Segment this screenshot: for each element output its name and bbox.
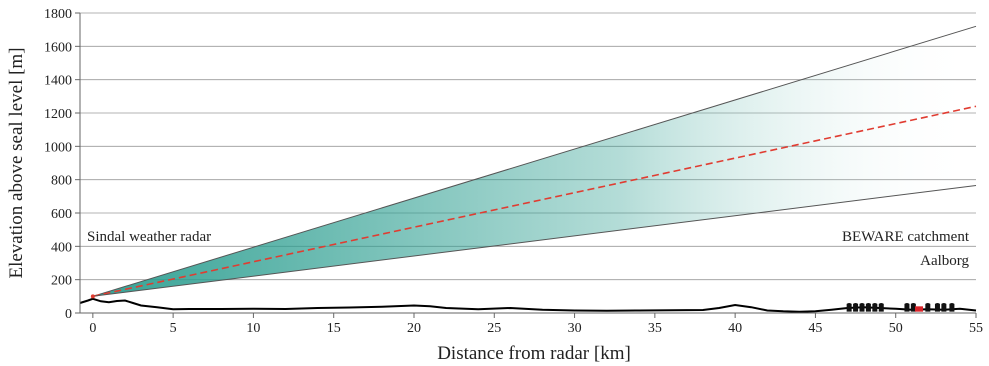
y-tick-label: 1200 — [44, 107, 72, 122]
building-icon — [859, 303, 865, 312]
beam-center-line — [92, 105, 977, 298]
x-tick-label: 35 — [648, 321, 662, 336]
series-layer — [79, 25, 977, 313]
beam-upper-edge-line — [92, 25, 977, 297]
x-tick-label: 50 — [889, 321, 903, 336]
sindal-radar-label: Sindal weather radar — [87, 229, 211, 245]
building-icon — [846, 303, 852, 312]
x-tick-label: 25 — [487, 321, 501, 336]
y-axis-title: Elevation above seal level [m] — [6, 47, 27, 278]
building-icon — [853, 303, 859, 312]
beam-lower-edge-line — [92, 185, 977, 297]
catchment-marker — [914, 306, 924, 312]
x-tick-label: 40 — [728, 321, 742, 336]
x-tick-label: 5 — [170, 321, 177, 336]
building-icon — [904, 303, 910, 312]
aalborg-label: Aalborg — [920, 253, 969, 269]
building-icon — [878, 303, 884, 312]
y-tick-label: 0 — [65, 307, 72, 322]
y-tick-labels: 0 200 400 600 800 1000 1200 1400 1600 1800 — [44, 7, 80, 322]
building-icon — [910, 303, 916, 312]
building-icon — [949, 303, 955, 312]
beware-catchment-label: BEWARE catchment — [842, 229, 970, 245]
y-tick-label: 800 — [51, 174, 72, 189]
x-tick-labels: 0 5 10 15 20 25 30 35 40 45 50 55 — [89, 313, 983, 336]
terrain-line — [79, 297, 977, 313]
x-tick-label: 55 — [969, 321, 983, 336]
building-icon — [934, 303, 940, 312]
x-tick-label: 20 — [407, 321, 421, 336]
y-tick-label: 400 — [51, 240, 72, 255]
y-tick-label: 1800 — [44, 7, 72, 22]
x-tick-label: 15 — [327, 321, 341, 336]
gridlines — [80, 12, 976, 281]
x-tick-label: 30 — [568, 321, 582, 336]
x-axis-title: Distance from radar [km] — [437, 343, 631, 364]
aalborg-buildings — [846, 303, 955, 312]
y-tick-label: 1000 — [44, 140, 72, 155]
x-tick-label: 45 — [808, 321, 822, 336]
x-tick-label: 10 — [246, 321, 260, 336]
y-tick-label: 1400 — [44, 74, 72, 89]
building-icon — [941, 303, 947, 312]
building-icon — [865, 303, 871, 312]
building-icon — [872, 303, 878, 312]
y-tick-label: 1600 — [44, 40, 72, 55]
radar-origin-point — [90, 294, 95, 299]
x-tick-label: 0 — [89, 321, 96, 336]
y-tick-label: 200 — [51, 274, 72, 289]
y-tick-label: 600 — [51, 207, 72, 222]
building-icon — [925, 303, 931, 312]
